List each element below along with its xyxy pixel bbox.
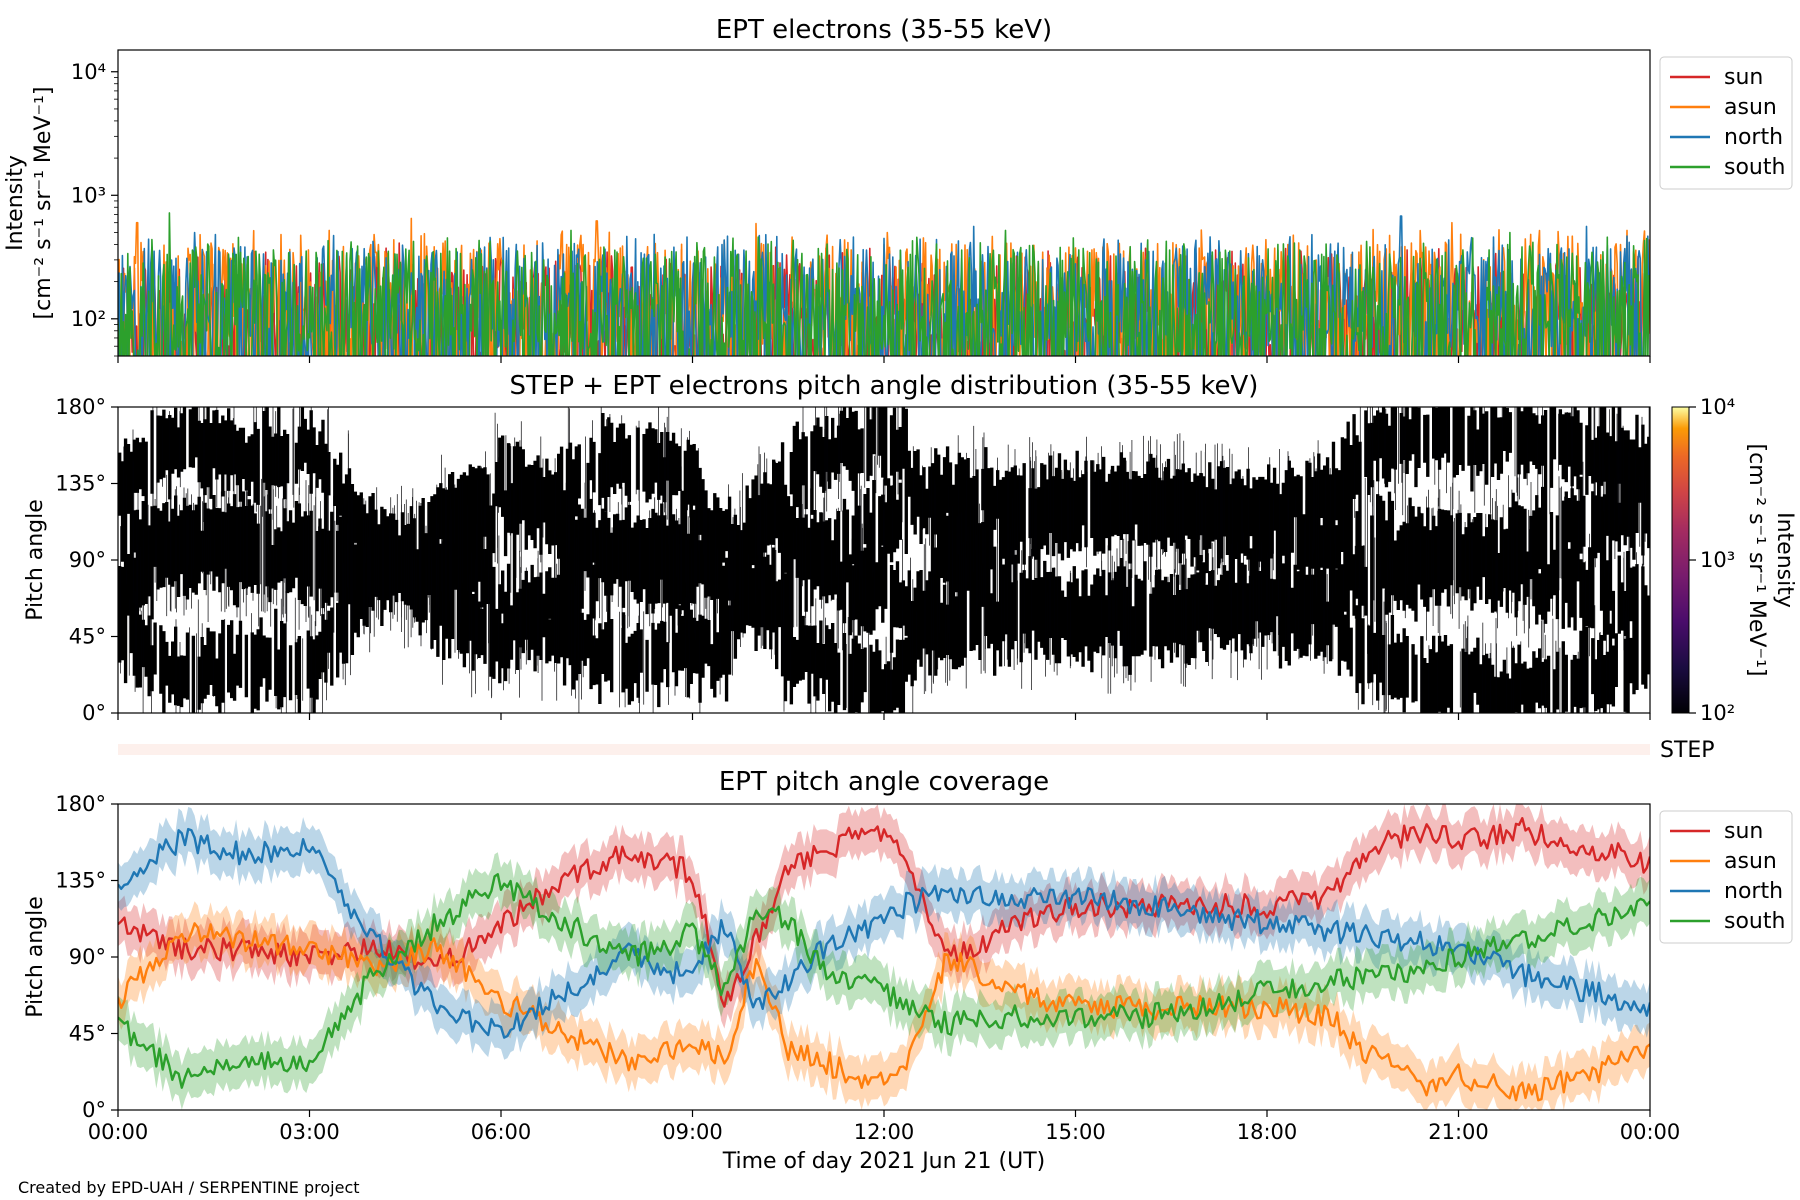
panel2-x-axis	[118, 713, 1650, 720]
x-tick-label: 00:00	[1620, 1120, 1681, 1144]
y-tick-label: 0°	[82, 701, 106, 725]
colorbar-tick-label: 10³	[1700, 548, 1735, 572]
panel-step-strip: STEP	[118, 738, 1715, 763]
colorbar-tick-label: 10²	[1700, 701, 1735, 725]
panel1-title: EPT electrons (35-55 keV)	[716, 15, 1052, 45]
panel1-plot-area	[118, 213, 1650, 368]
panel-pitch-angle-coverage: EPT pitch angle coverage 0° 45° 90° 135° 180…	[23, 767, 1792, 1174]
legend-label-sun: sun	[1724, 65, 1763, 90]
panel4-ylabel: Pitch angle	[23, 896, 48, 1018]
x-axis-label: Time of day 2021 Jun 21 (UT)	[722, 1149, 1046, 1174]
step-label: STEP	[1660, 738, 1715, 763]
step-coverage-band	[118, 744, 1650, 755]
legend-label-sun: sun	[1724, 819, 1763, 844]
x-tick-label: 18:00	[1237, 1120, 1298, 1144]
x-tick-label: 12:00	[854, 1120, 915, 1144]
panel4-legend: sun asun north south	[1660, 811, 1792, 943]
credit-text: Created by EPD-UAH / SERPENTINE project	[18, 1178, 360, 1197]
x-tick-label: 09:00	[662, 1120, 723, 1144]
legend-label-south: south	[1724, 155, 1785, 180]
x-tick-label: 03:00	[279, 1120, 340, 1144]
panel1-x-axis	[118, 356, 1650, 363]
x-tick-label: 06:00	[471, 1120, 532, 1144]
panel1-y-axis: 10² 10³ 10⁴	[71, 60, 118, 356]
y-tick-label: 10²	[71, 307, 106, 331]
colorbar-label-line1: Intensity	[1772, 512, 1797, 608]
panel4-y-axis: 0° 45° 90° 135° 180°	[55, 792, 118, 1122]
y-tick-label: 45°	[69, 1022, 106, 1046]
x-tick-label: 00:00	[88, 1120, 149, 1144]
y-tick-label: 135°	[55, 869, 106, 893]
legend-label-asun: asun	[1724, 95, 1777, 120]
y-tick-label: 0°	[82, 1098, 106, 1122]
y-tick-label: 90°	[69, 945, 106, 969]
legend-label-asun: asun	[1724, 849, 1777, 874]
panel2-plot-area	[118, 407, 1650, 713]
x-tick-label: 21:00	[1428, 1120, 1489, 1144]
panel-pitch-angle-distribution: STEP + EPT electrons pitch angle distrib…	[23, 371, 1797, 725]
legend-label-north: north	[1724, 125, 1783, 150]
y-tick-label: 135°	[55, 472, 106, 496]
colorbar-label-line2: [cm⁻² s⁻¹ sr⁻¹ MeV⁻¹]	[1744, 444, 1769, 677]
panel4-title: EPT pitch angle coverage	[719, 767, 1049, 797]
panel1-ylabel-line2: [cm⁻² s⁻¹ sr⁻¹ MeV⁻¹]	[31, 87, 56, 320]
colorbar-gradient	[1672, 407, 1689, 713]
panel4-x-axis: 00:00 03:00 06:00 09:00 12:00 15:00 18:00 21:00…	[88, 1110, 1681, 1144]
y-tick-label: 180°	[55, 792, 106, 816]
legend-label-south: south	[1724, 909, 1785, 934]
y-tick-label: 45°	[69, 625, 106, 649]
panel2-title: STEP + EPT electrons pitch angle distrib…	[510, 371, 1259, 401]
colorbar-ticks: 10² 10³ 10⁴	[1689, 395, 1735, 725]
y-tick-label: 10⁴	[71, 60, 106, 84]
panel1-ylabel-line1: Intensity	[3, 155, 28, 251]
y-tick-label: 90°	[69, 548, 106, 572]
colorbar-tick-label: 10⁴	[1700, 395, 1735, 419]
legend-label-north: north	[1724, 879, 1783, 904]
y-tick-label: 180°	[55, 395, 106, 419]
colorbar: 10² 10³ 10⁴ Intensity [cm⁻² s⁻¹ sr⁻¹ MeV⁻¹…	[1672, 395, 1797, 725]
x-tick-label: 15:00	[1045, 1120, 1106, 1144]
y-tick-label: 10³	[71, 183, 106, 207]
figure: EPT electrons (35-55 keV) 10² 10³ 10⁴ Inte…	[0, 0, 1800, 1200]
panel4-plot-area	[118, 804, 1650, 1110]
panel2-y-axis: 0° 45° 90° 135° 180°	[55, 395, 118, 725]
panel2-ylabel: Pitch angle	[23, 499, 48, 621]
panel1-legend: sun asun north south	[1660, 57, 1792, 189]
panel-intensity: EPT electrons (35-55 keV) 10² 10³ 10⁴ Inte…	[3, 15, 1792, 368]
